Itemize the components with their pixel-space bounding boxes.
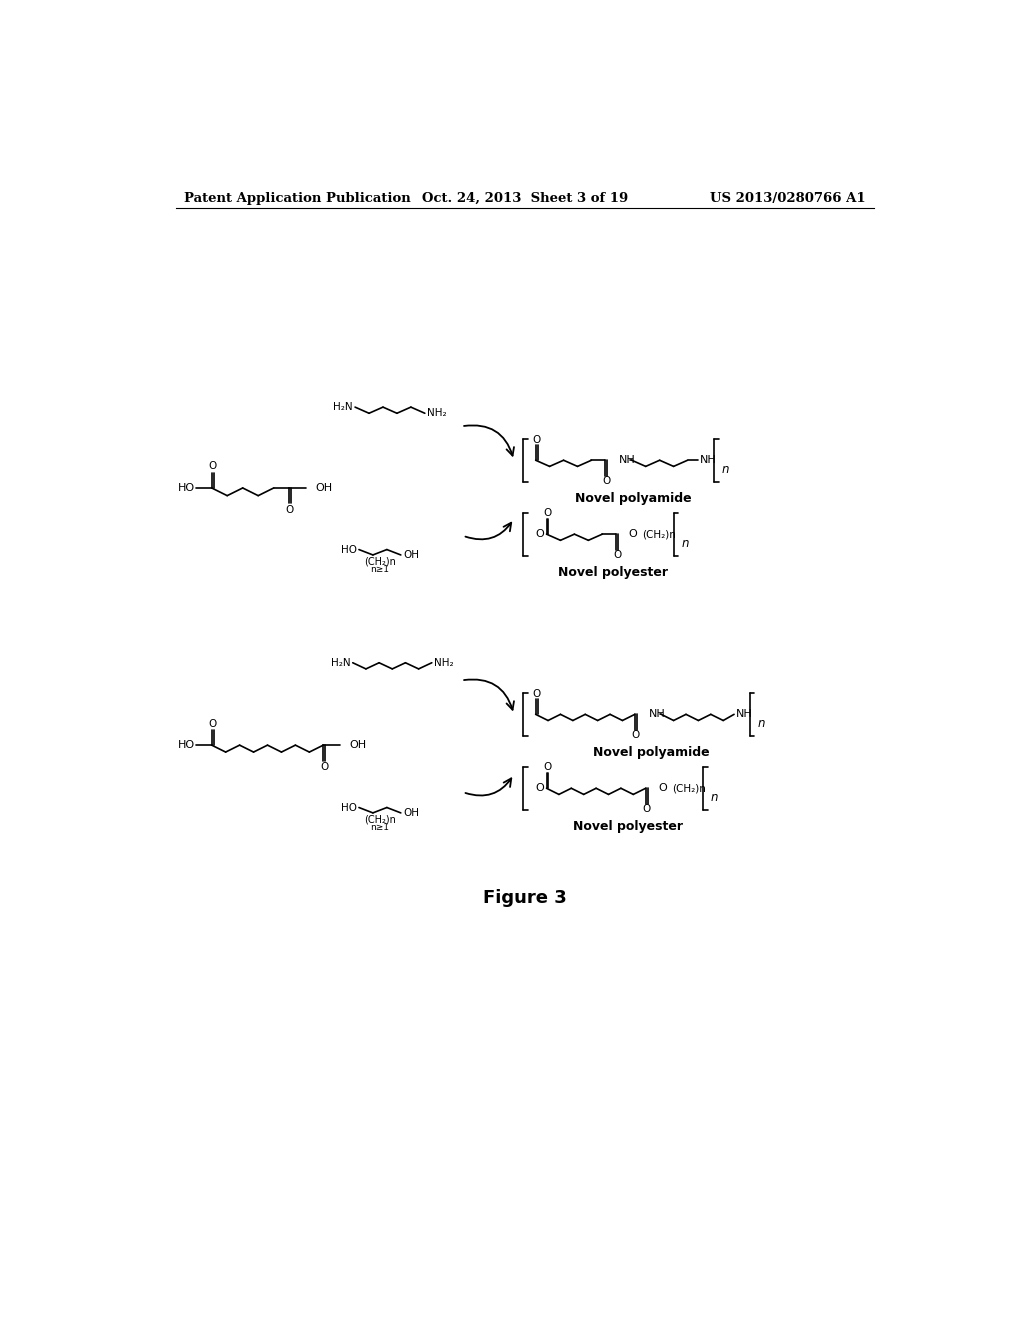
- Text: (CH₂)n: (CH₂)n: [672, 783, 706, 793]
- Text: n: n: [722, 463, 729, 477]
- Text: n: n: [758, 717, 765, 730]
- Text: Novel polyester: Novel polyester: [558, 566, 668, 579]
- Text: OH: OH: [349, 741, 367, 750]
- Text: H₂N: H₂N: [333, 403, 352, 412]
- Text: O: O: [286, 504, 294, 515]
- Text: Figure 3: Figure 3: [483, 888, 566, 907]
- Text: OH: OH: [315, 483, 333, 492]
- Text: NH₂: NH₂: [434, 657, 454, 668]
- FancyArrowPatch shape: [466, 523, 511, 540]
- FancyArrowPatch shape: [464, 680, 514, 710]
- Text: O: O: [536, 783, 545, 793]
- Text: O: O: [602, 477, 610, 486]
- Text: n: n: [682, 537, 689, 550]
- Text: Novel polyester: Novel polyester: [572, 820, 683, 833]
- Text: O: O: [532, 436, 541, 445]
- Text: HO: HO: [341, 803, 356, 813]
- Text: O: O: [629, 529, 637, 539]
- Text: NH: NH: [620, 455, 636, 465]
- Text: US 2013/0280766 A1: US 2013/0280766 A1: [711, 191, 866, 205]
- Text: OH: OH: [403, 808, 419, 818]
- Text: NH: NH: [735, 709, 753, 719]
- Text: Novel polyamide: Novel polyamide: [593, 746, 710, 759]
- Text: H₂N: H₂N: [331, 657, 350, 668]
- FancyArrowPatch shape: [466, 779, 511, 796]
- Text: NH: NH: [700, 455, 717, 465]
- Text: O: O: [319, 762, 329, 772]
- Text: O: O: [536, 529, 545, 539]
- Text: n≥1: n≥1: [371, 824, 389, 832]
- Text: n≥1: n≥1: [371, 565, 389, 574]
- Text: NH: NH: [649, 709, 666, 719]
- Text: O: O: [632, 730, 640, 741]
- Text: HO: HO: [341, 545, 356, 554]
- Text: O: O: [642, 804, 650, 814]
- Text: O: O: [208, 462, 217, 471]
- Text: OH: OH: [403, 550, 419, 560]
- Text: (CH₂)n: (CH₂)n: [643, 529, 677, 539]
- Text: n: n: [711, 791, 719, 804]
- Text: HO: HO: [177, 483, 195, 492]
- Text: (CH₂)n: (CH₂)n: [364, 557, 396, 566]
- Text: O: O: [613, 550, 622, 560]
- Text: HO: HO: [177, 741, 195, 750]
- Text: O: O: [208, 718, 217, 729]
- Text: NH₂: NH₂: [427, 408, 446, 418]
- Text: (CH₂)n: (CH₂)n: [364, 814, 396, 825]
- Text: Novel polyamide: Novel polyamide: [575, 492, 691, 506]
- Text: Oct. 24, 2013  Sheet 3 of 19: Oct. 24, 2013 Sheet 3 of 19: [422, 191, 628, 205]
- Text: O: O: [532, 689, 541, 698]
- FancyArrowPatch shape: [464, 425, 514, 455]
- Text: O: O: [543, 508, 551, 519]
- Text: Patent Application Publication: Patent Application Publication: [183, 191, 411, 205]
- Text: O: O: [658, 783, 667, 793]
- Text: O: O: [543, 763, 551, 772]
